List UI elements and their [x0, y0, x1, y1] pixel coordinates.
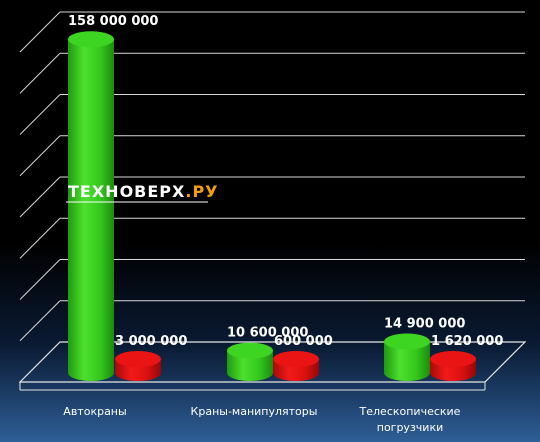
bar	[68, 39, 114, 381]
data-label: 14 900 000	[384, 317, 465, 332]
grid-line-side	[19, 94, 61, 135]
data-label: 158 000 000	[68, 14, 158, 29]
bar-top	[115, 351, 161, 367]
category-label: Телескопические погрузчики	[359, 405, 461, 434]
grid-line-side	[19, 135, 61, 177]
bar-top	[430, 351, 476, 367]
bar-top	[384, 333, 430, 350]
bar	[384, 341, 430, 381]
grid-line-side	[19, 11, 61, 53]
watermark: ТЕХНОВЕРХ.РУ	[66, 182, 219, 203]
category-labels: Автокраны Краны-манипуляторы Телескопическ…	[63, 405, 460, 434]
data-label: 3 000 000	[115, 334, 187, 349]
data-label: 1 620 000	[431, 334, 503, 349]
grid-line-side	[19, 300, 61, 342]
chart-floor	[18, 341, 527, 391]
data-label: 600 000	[274, 334, 333, 349]
bar-top	[68, 31, 114, 48]
bars	[68, 31, 476, 381]
grid-line-side	[19, 176, 61, 218]
floor-outline	[18, 341, 527, 383]
grid-line-side	[19, 52, 61, 94]
category-label: Краны-манипуляторы	[191, 405, 318, 418]
bar-top	[227, 342, 273, 359]
grid-line-side	[19, 217, 61, 259]
grid	[19, 11, 525, 342]
bar	[227, 350, 273, 381]
watermark-text: ТЕХНОВЕРХ.РУ	[68, 182, 219, 201]
data-label: 10 600 000	[227, 326, 308, 341]
bar-top	[273, 351, 319, 367]
category-label: Автокраны	[63, 405, 126, 418]
grid-line-side	[19, 259, 61, 300]
